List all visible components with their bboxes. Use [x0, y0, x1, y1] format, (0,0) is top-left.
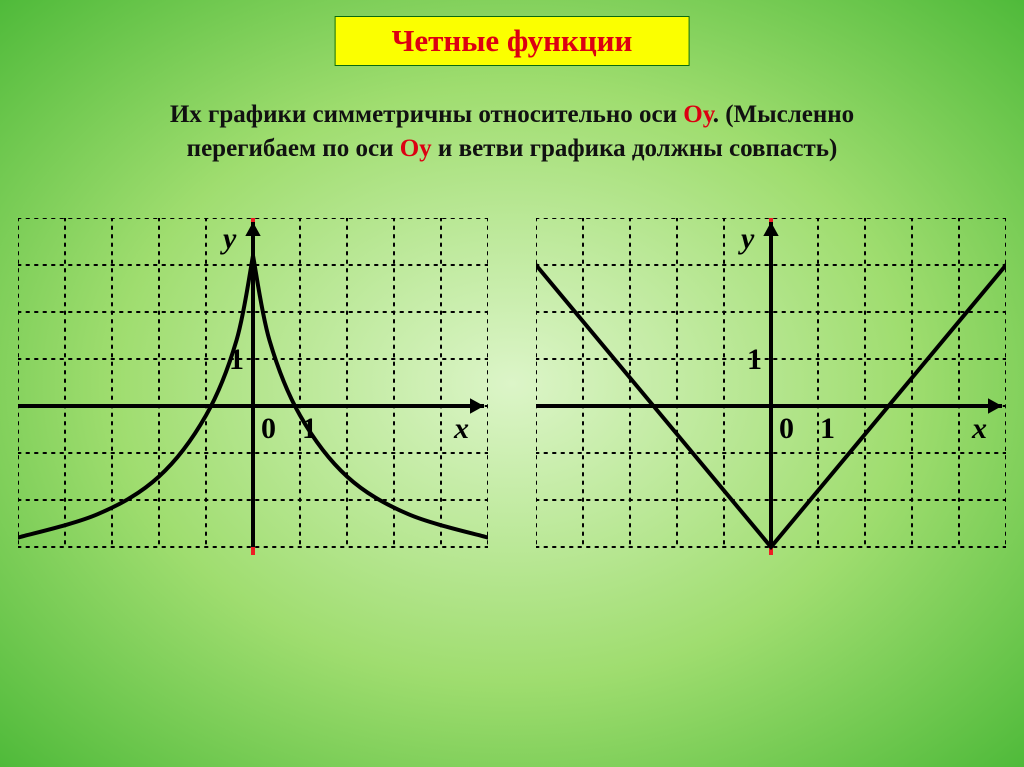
svg-text:x: x	[971, 412, 987, 445]
subtitle-part: перегибаем по оси	[187, 135, 400, 162]
svg-text:1: 1	[229, 343, 244, 376]
subtitle-part: и ветви графика должны совпасть)	[432, 135, 838, 162]
subtitle-oy: Оу	[683, 101, 712, 128]
svg-text:y: y	[738, 222, 755, 255]
page-title: Четные функции	[335, 16, 690, 66]
svg-text:1: 1	[302, 412, 317, 445]
subtitle-oy: Оу	[400, 135, 432, 162]
svg-text:x: x	[453, 412, 469, 445]
subtitle-text: Их графики симметричны относительно оси …	[31, 98, 994, 166]
title-text: Четные функции	[392, 23, 633, 58]
svg-text:0: 0	[261, 412, 276, 445]
subtitle-part: Их графики симметричны относительно оси	[170, 101, 683, 128]
svg-text:y: y	[220, 222, 237, 255]
subtitle-part: . (Мысленно	[713, 101, 854, 128]
svg-text:0: 0	[779, 412, 794, 445]
svg-text:1: 1	[820, 412, 835, 445]
chart-left: yx011	[18, 218, 488, 562]
chart-right: yx011	[536, 218, 1006, 562]
svg-text:1: 1	[747, 343, 762, 376]
